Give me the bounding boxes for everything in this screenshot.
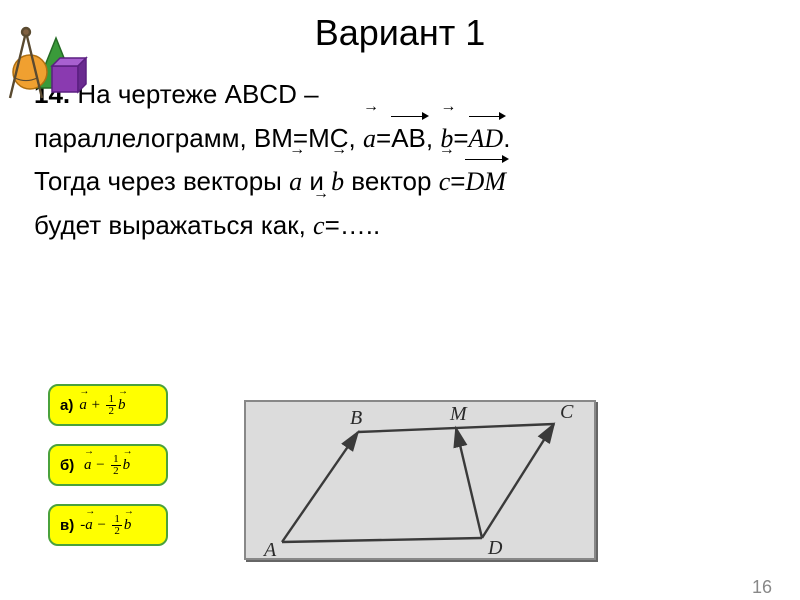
vector-b: b	[118, 397, 126, 414]
page-number: 16	[752, 577, 772, 598]
text: Тогда через векторы	[34, 166, 289, 196]
vector-c: c	[313, 203, 325, 247]
parallelogram-diagram: A B M C D	[244, 400, 596, 560]
text: вектор	[351, 166, 438, 196]
answer-options: а) a + 12b б) a − 12b в) -a − 12b	[48, 384, 168, 546]
one-half: 12	[106, 394, 116, 417]
svg-text:M: M	[449, 403, 468, 425]
svg-text:B: B	[350, 407, 362, 429]
problem-text: 14. На чертеже ABCD – параллелограмм, BM…	[34, 74, 766, 246]
vector-a: a	[85, 517, 93, 534]
text: параллелограмм, BM=MC,	[34, 123, 363, 153]
vector-b: b	[331, 159, 344, 203]
one-half: 12	[111, 454, 121, 477]
one-half: 12	[112, 514, 122, 537]
vector-a: a	[289, 159, 302, 203]
answer-label: в)	[60, 517, 74, 534]
svg-text:A: A	[262, 539, 277, 558]
text: =…..	[325, 210, 381, 240]
segment-AB: AB	[391, 116, 426, 160]
page-title: Вариант 1	[0, 12, 800, 54]
vector-a: a	[84, 457, 92, 474]
answer-b-button[interactable]: б) a − 12b	[48, 444, 168, 486]
text: будет выражаться как,	[34, 210, 313, 240]
answer-a-button[interactable]: а) a + 12b	[48, 384, 168, 426]
segment-DM: DM	[465, 159, 505, 203]
svg-text:D: D	[487, 537, 503, 558]
answer-c-button[interactable]: в) -a − 12b	[48, 504, 168, 546]
vector-b: b	[124, 517, 132, 534]
text: На чертеже ABCD –	[77, 79, 318, 109]
svg-text:C: C	[560, 402, 574, 423]
answer-label: б)	[60, 457, 74, 474]
vector-a: a	[363, 116, 376, 160]
vector-a: a	[79, 397, 87, 414]
vector-b: b	[123, 457, 131, 474]
answer-label: а)	[60, 397, 73, 414]
vector-c: c	[439, 159, 451, 203]
geometry-icon	[6, 18, 96, 108]
segment-AD: AD	[469, 116, 504, 160]
text: .	[503, 123, 510, 153]
